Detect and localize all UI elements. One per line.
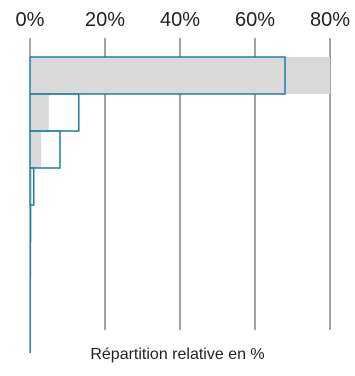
bar-filled (30, 168, 33, 205)
x-tick-label: 80% (310, 9, 350, 31)
bar-filled (30, 57, 330, 94)
bar-outline (29, 56, 286, 95)
x-tick-label: 40% (160, 9, 200, 31)
bar-outline (29, 167, 35, 206)
x-tick-label: 0% (16, 9, 45, 31)
bar-filled (30, 131, 42, 168)
x-tick-label: 60% (235, 9, 275, 31)
x-tick-label: 20% (85, 9, 125, 31)
x-axis-title: Répartition relative en % (90, 346, 265, 363)
bar-filled (30, 94, 49, 131)
bar-outline (29, 130, 61, 169)
